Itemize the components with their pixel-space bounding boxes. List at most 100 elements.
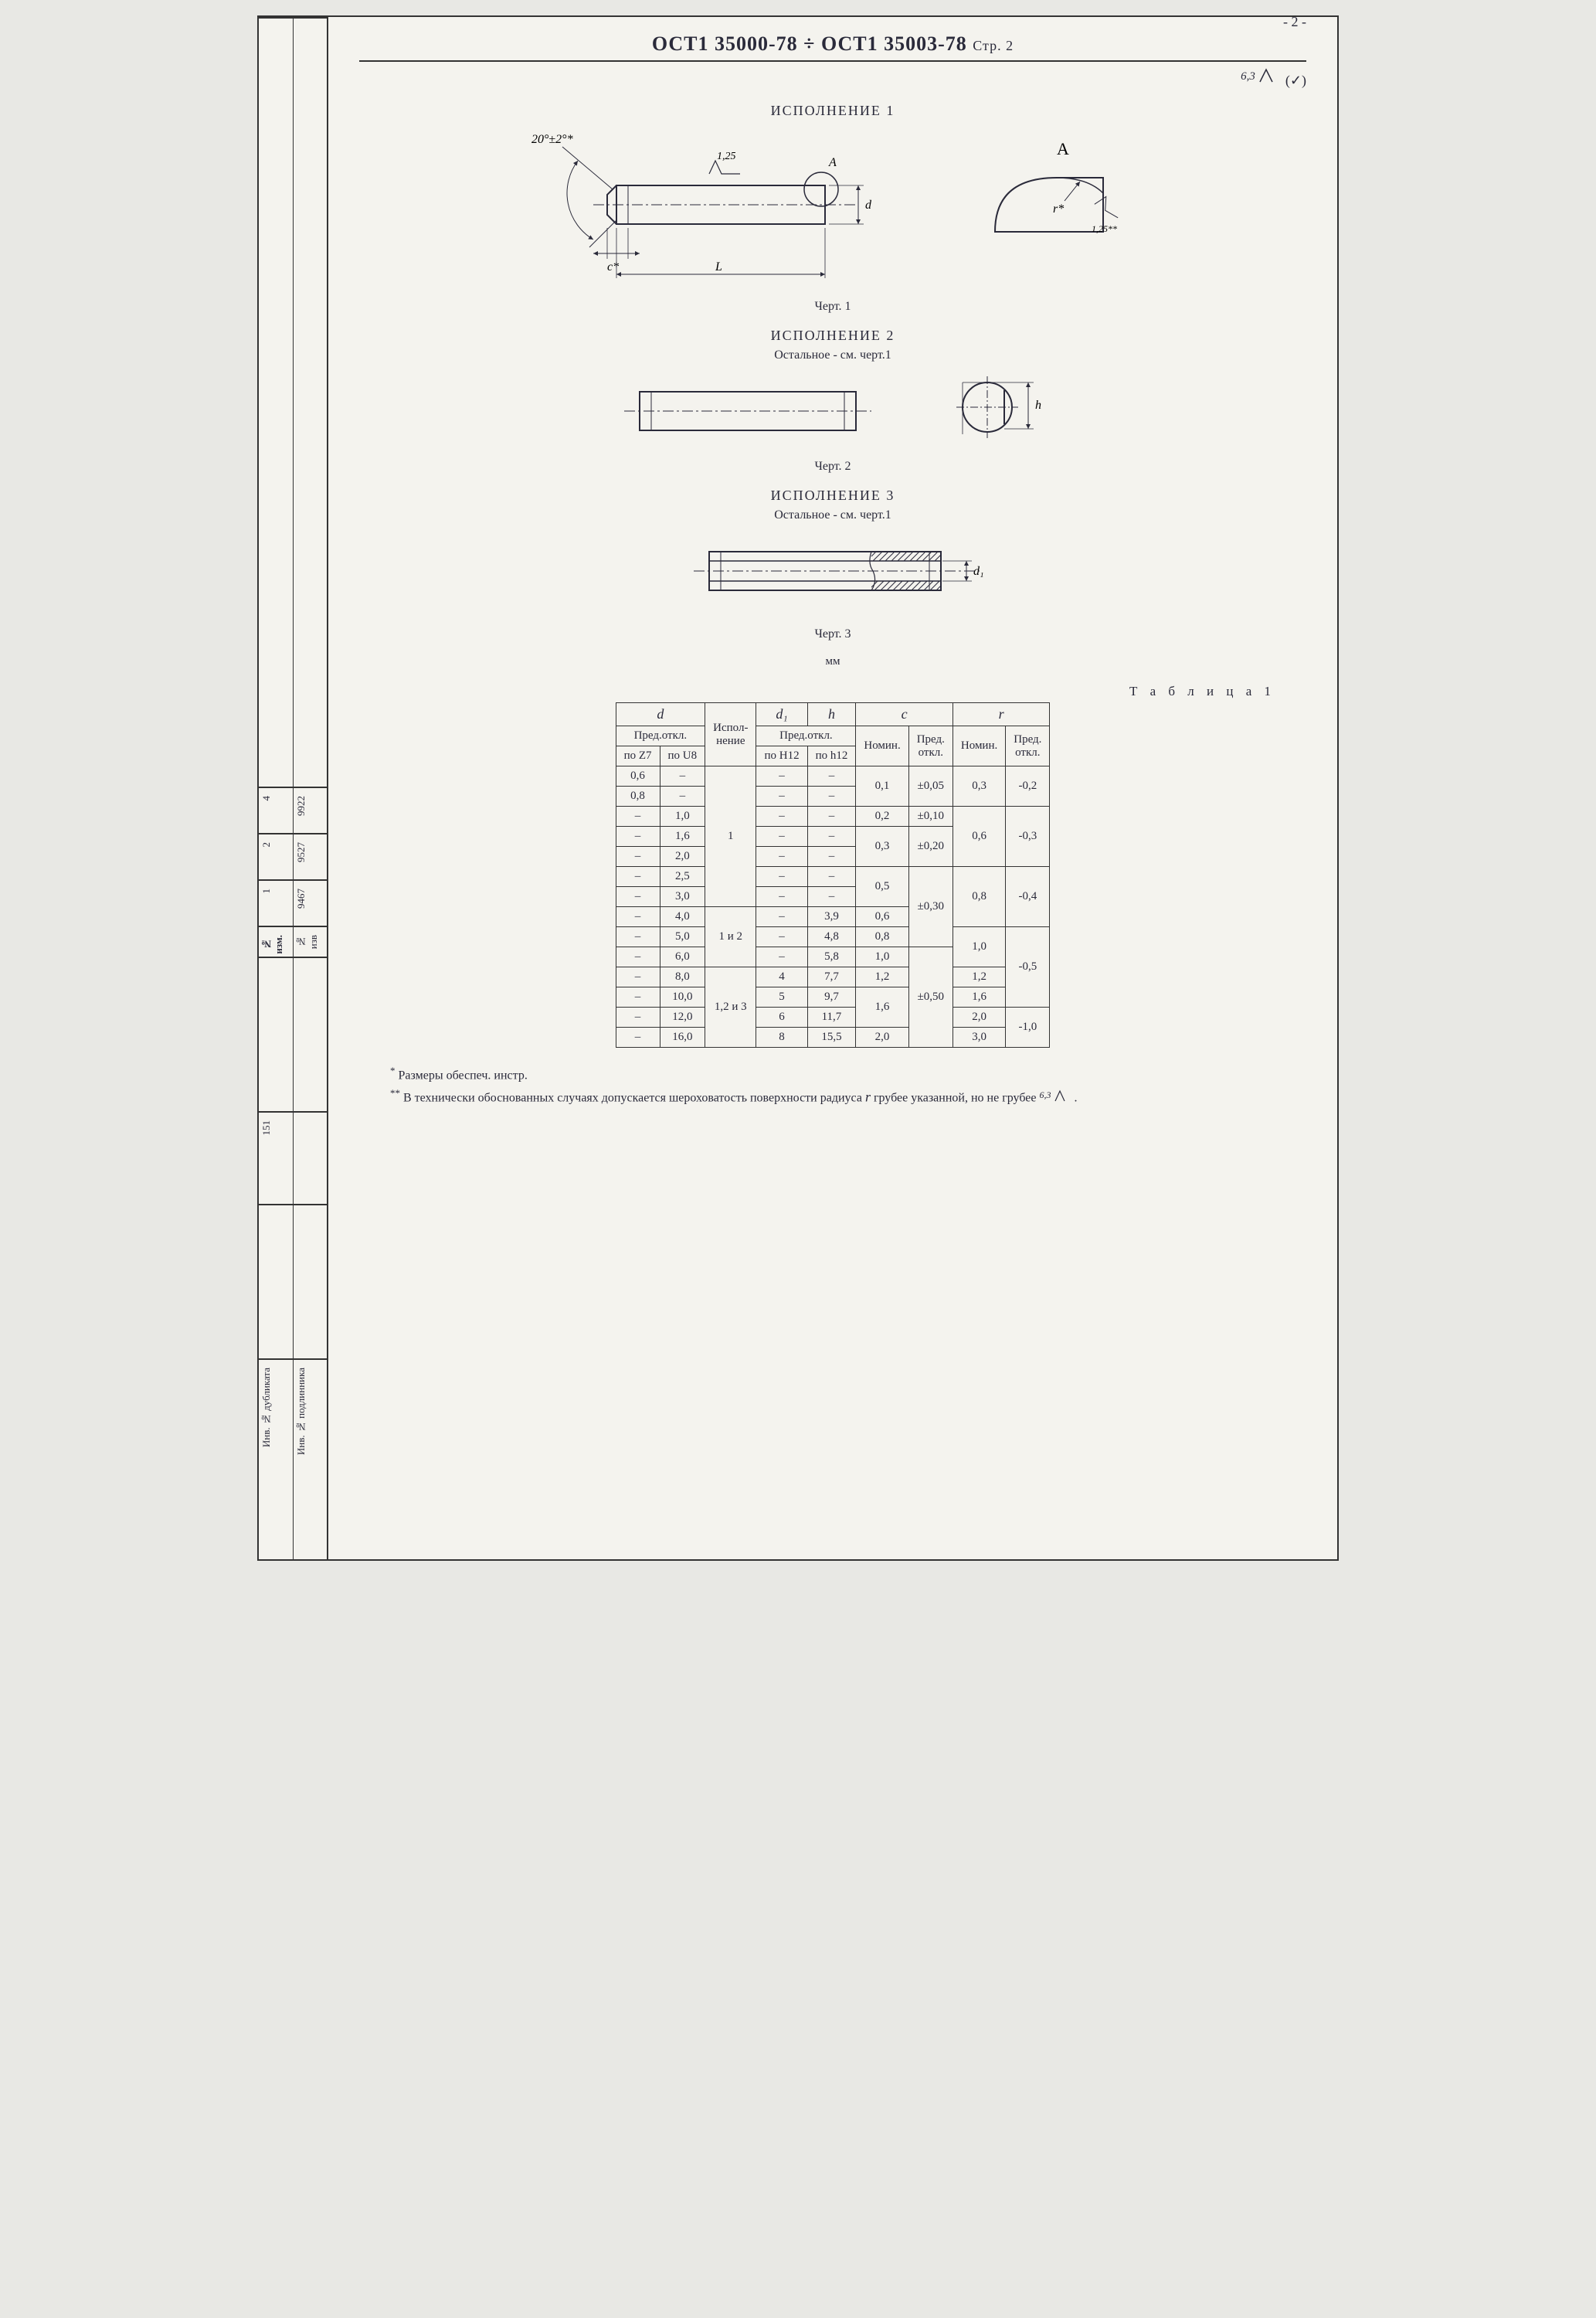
table-cell: – — [616, 967, 660, 987]
table-cell: 1 — [705, 766, 756, 907]
fn1-mark: * — [390, 1065, 396, 1076]
rev-c1: 9467 — [294, 881, 309, 916]
table-cell: 15,5 — [807, 1028, 856, 1048]
table-cell: 4,0 — [660, 907, 705, 927]
table-cell: 0,2 — [856, 807, 908, 827]
table-row: –2,5––0,5±0,300,8-0,4 — [616, 867, 1050, 887]
table-cell: 5 — [756, 987, 807, 1008]
standard-code: ОСТ1 35000-78 ÷ ОСТ1 35003-78 — [652, 32, 967, 55]
table-cell: 1,0 — [856, 947, 908, 967]
ra-r: 1,25** — [1092, 223, 1117, 234]
table-cell: ±0,05 — [908, 766, 953, 807]
th-d1: d₁ — [756, 703, 807, 726]
rev-c2: 9527 — [294, 834, 309, 870]
content-area: ОСТ1 35000-78 ÷ ОСТ1 35003-78 Стр. 2 6,3… — [328, 17, 1337, 1133]
fn2-mark: ** — [390, 1087, 400, 1099]
fn2c: . — [1074, 1091, 1077, 1104]
fig2-main — [609, 372, 887, 450]
table-cell: 8 — [756, 1028, 807, 1048]
table-cell: ±0,30 — [908, 867, 953, 947]
table-cell: – — [616, 927, 660, 947]
th-d1h-sub: Пред.откл. — [756, 726, 856, 746]
num-151: 151 — [259, 1113, 274, 1144]
th-d-sub: Пред.откл. — [616, 726, 705, 746]
izm-label: № изм. — [259, 927, 287, 962]
th-ispol: Испол- нение — [705, 703, 756, 766]
table-cell: 1,2 — [856, 967, 908, 987]
table-cell: – — [756, 807, 807, 827]
table-cell: – — [807, 766, 856, 787]
r-dim: r* — [1053, 202, 1064, 216]
fig2-caption: Черт. 2 — [359, 460, 1306, 474]
table-row: 0,6–1––0,1±0,050,3-0,2 — [616, 766, 1050, 787]
th-c-nomin: Номин. — [856, 726, 908, 766]
table-cell: – — [807, 867, 856, 887]
left-margin: Инв. № дубликата Инв. № подлинника 151 №… — [259, 17, 328, 1559]
fig1-detail-A: А r* 1,25** — [980, 139, 1149, 278]
variant2-title: ИСПОЛНЕНИЕ 2 — [359, 328, 1306, 344]
surface-paren: (✓) — [1285, 73, 1306, 88]
figure-1: А 20°±2°* 1,25 c* L — [359, 124, 1306, 294]
table-cell: 6 — [756, 1008, 807, 1028]
table-cell: 7,7 — [807, 967, 856, 987]
table-cell: – — [660, 766, 705, 787]
table-body: 0,6–1––0,1±0,050,3-0,20,8––––1,0––0,2±0,… — [616, 766, 1050, 1048]
d1-dim: d₁ — [973, 565, 984, 578]
th-d: d — [616, 703, 705, 726]
fn2-ra: 6,3 — [1039, 1089, 1051, 1100]
table-row: –1,0––0,2±0,100,6-0,3 — [616, 807, 1050, 827]
th-h: h — [807, 703, 856, 726]
variant2-note: Остальное - см. черт.1 — [359, 348, 1306, 362]
table-cell: 0,8 — [616, 787, 660, 807]
table-cell: – — [756, 927, 807, 947]
table-cell: 4,8 — [807, 927, 856, 947]
table-cell: 0,3 — [856, 827, 908, 867]
table-cell: 2,0 — [856, 1028, 908, 1048]
th-c-pred: Пред. откл. — [908, 726, 953, 766]
table-cell: – — [616, 907, 660, 927]
table-cell: 1,2 — [953, 967, 1005, 987]
table-cell: 1,0 — [660, 807, 705, 827]
variant1-title: ИСПОЛНЕНИЕ 1 — [359, 103, 1306, 119]
table-cell: – — [616, 827, 660, 847]
table-row: –8,01,2 и 347,71,21,2 — [616, 967, 1050, 987]
table-cell: 0,6 — [953, 807, 1005, 867]
table-cell: 11,7 — [807, 1008, 856, 1028]
table-cell: 0,6 — [616, 766, 660, 787]
ra-value: 6,3 — [1241, 70, 1255, 83]
table-cell: – — [616, 847, 660, 867]
table-cell: – — [807, 787, 856, 807]
table-cell: – — [807, 847, 856, 867]
rev-c3: 9922 — [294, 788, 309, 824]
fig1-main: А 20°±2°* 1,25 c* L — [516, 124, 918, 294]
table-cell: 1,6 — [953, 987, 1005, 1008]
table-cell: 0,1 — [856, 766, 908, 807]
table-cell: 5,0 — [660, 927, 705, 947]
table-cell: 8,0 — [660, 967, 705, 987]
th-u8: по U8 — [660, 746, 705, 766]
table-cell: – — [807, 827, 856, 847]
table-cell: – — [616, 867, 660, 887]
drawing-sheet: - 2 - Инв. № дубликата Инв. № подлинника… — [257, 15, 1339, 1561]
rev-n1: 1 — [259, 881, 274, 902]
fn2b: грубее указанной, но не грубее — [874, 1091, 1040, 1104]
table-cell: 9,7 — [807, 987, 856, 1008]
inv-podl-label: Инв. № подлинника — [294, 1360, 309, 1463]
footnote-2: ** В технически обоснованных случаях доп… — [390, 1086, 1291, 1110]
table-row: –12,0611,72,0-1,0 — [616, 1008, 1050, 1028]
fig2-section: h — [949, 369, 1057, 454]
table-cell: 0,3 — [953, 766, 1005, 807]
table-cell: – — [616, 807, 660, 827]
fn2-surface: 6,3 — [1039, 1088, 1071, 1110]
figure-2: h — [359, 369, 1306, 454]
table-cell: – — [616, 887, 660, 907]
table-cell: 4 — [756, 967, 807, 987]
table-cell: 10,0 — [660, 987, 705, 1008]
table-cell: 3,0 — [953, 1028, 1005, 1048]
fn2-r: r — [865, 1089, 871, 1104]
table-cell: – — [756, 827, 807, 847]
table-cell: ±0,20 — [908, 827, 953, 867]
table-cell: – — [756, 907, 807, 927]
table-cell: – — [660, 787, 705, 807]
dimensions-table: d Испол- нение d₁ h c r Пред.откл. Пред.… — [616, 702, 1051, 1048]
